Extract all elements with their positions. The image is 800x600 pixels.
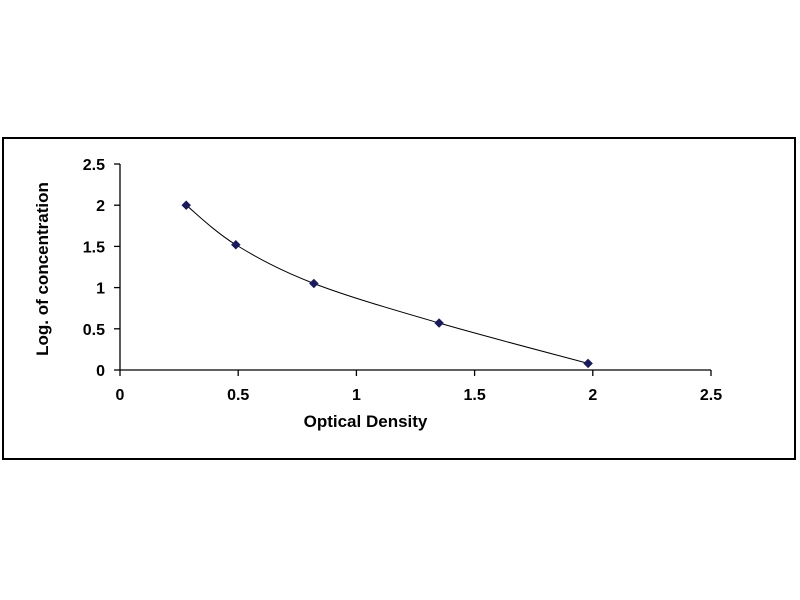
y-axis-ticks: 0 0.5 1 1.5 2 2.5	[83, 157, 120, 380]
data-point-marker	[583, 358, 593, 369]
x-axis-title: Optical Density	[304, 412, 428, 431]
y-tick-label: 2	[96, 198, 105, 215]
data-point-marker	[230, 239, 241, 250]
y-axis-title: Log. of concentration	[33, 182, 52, 356]
chart-frame	[2, 137, 796, 460]
y-tick-label: 0.5	[83, 322, 105, 339]
data-points	[181, 200, 593, 369]
axes	[119, 164, 711, 371]
y-tick-label: 1.5	[83, 239, 105, 256]
x-tick-label: 1.5	[463, 387, 485, 404]
data-point-marker	[308, 278, 319, 289]
y-tick-label: 2.5	[83, 157, 105, 174]
y-tick-label: 0	[96, 363, 105, 380]
x-tick-label: 0.5	[227, 387, 249, 404]
fit-curve	[185, 204, 589, 364]
data-point-marker	[434, 318, 444, 328]
y-tick-label: 1	[96, 281, 105, 298]
x-tick-label: 2	[588, 387, 597, 404]
data-point-marker	[181, 200, 192, 211]
fit-curve-layer	[185, 204, 589, 364]
x-tick-label: 0	[116, 387, 125, 404]
x-axis-ticks: 0 0.5 1 1.5 2 2.5	[116, 370, 722, 404]
x-tick-label: 2.5	[700, 387, 722, 404]
x-tick-label: 1	[352, 387, 361, 404]
